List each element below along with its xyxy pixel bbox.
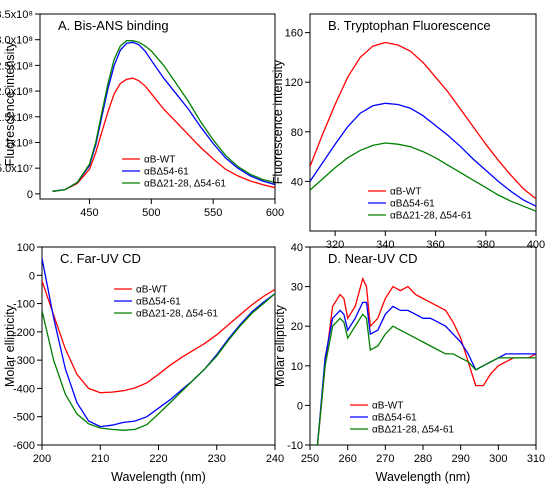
y-tick-label: -300	[13, 355, 35, 367]
y-tick-label: 3.0x10⁸	[0, 35, 33, 47]
x-tick-label: 320	[326, 239, 344, 251]
y-tick-label: -600	[13, 440, 35, 452]
panel-title: A. Bis-ANS binding	[58, 18, 169, 33]
legend-label: αB-WT	[390, 187, 421, 198]
x-tick-label: 400	[527, 239, 545, 251]
x-tick-label: 450	[80, 207, 98, 219]
y-tick-label: 2.0x10⁸	[0, 86, 33, 98]
legend-label: αBΔ21-28, Δ54-61	[372, 425, 454, 436]
y-tick-label: -100	[13, 299, 35, 311]
legend-label: αBΔ21-28, Δ54-61	[136, 309, 218, 320]
legend-label: αB-WT	[144, 155, 175, 166]
y-axis-label: Fluorescence intensity	[271, 59, 285, 184]
y-tick-label: 30	[291, 282, 303, 294]
panel-a: 450 500 550 600 0 5.0x10⁷ 1x10⁸ 1.5x10⁸ 2.0x10⁸ 2…	[0, 9, 284, 219]
plot-frame	[41, 246, 276, 446]
x-tick-label: 270	[376, 453, 394, 465]
y-tick-label: 1x10⁸	[5, 137, 34, 149]
panel-title: D. Near-UV CD	[328, 251, 418, 266]
legend-label: αBΔ54-61	[372, 413, 417, 424]
x-tick-label: 290	[451, 453, 469, 465]
x-tick-label: 260	[338, 453, 356, 465]
plot-frame	[309, 13, 537, 232]
x-tick-label: 240	[266, 453, 284, 465]
x-axis-label: Wavelength (nm)	[376, 470, 471, 484]
x-tick-label: 280	[414, 453, 432, 465]
legend-label: αB-WT	[136, 285, 167, 296]
legend-label: αBΔ54-61	[144, 167, 189, 178]
legend-label: αBΔ54-61	[390, 199, 435, 210]
y-tick-label: -400	[13, 383, 35, 395]
y-axis-label: Molar ellipticity	[3, 304, 17, 387]
plot-frame	[39, 13, 276, 200]
x-tick-label: 230	[208, 453, 226, 465]
x-tick-label: 380	[477, 239, 495, 251]
plot-frame	[309, 246, 537, 446]
legend-label: αBΔ21-28, Δ54-61	[390, 211, 472, 222]
series-line-3	[310, 313, 536, 445]
series-line-1	[42, 280, 275, 394]
y-tick-label: 120	[285, 77, 303, 89]
y-tick-label: 1.5x10⁸	[0, 112, 33, 124]
y-tick-label: 0	[297, 400, 303, 412]
legend-label: αB-WT	[372, 401, 403, 412]
y-tick-label: 80	[291, 127, 303, 139]
x-tick-label: 200	[33, 453, 51, 465]
legend-label: αBΔ21-28, Δ54-61	[144, 179, 226, 190]
y-tick-label: -10	[287, 440, 303, 452]
legend-label: αBΔ54-61	[136, 297, 181, 308]
y-tick-label: 40	[291, 242, 303, 254]
panel-b: 320 340 360 380 400 40 80 120 160 B. Tryptophan F…	[271, 13, 545, 251]
x-axis-label: Wavelength (nm)	[111, 470, 206, 484]
series-line-1	[52, 77, 275, 192]
x-tick-label: 220	[149, 453, 167, 465]
y-tick-label: -200	[13, 327, 35, 339]
x-tick-label: 310	[527, 453, 545, 465]
panel-c: 200 210 220 230 240 -600 -500 -400 -300 -200 -100 0…	[3, 242, 284, 484]
y-tick-label: 40	[291, 176, 303, 188]
y-tick-label: 160	[285, 28, 303, 40]
series-line-1	[310, 276, 536, 445]
y-tick-label: -500	[13, 412, 35, 424]
series-line-3	[52, 40, 275, 192]
x-tick-label: 550	[204, 207, 222, 219]
series-line-1	[310, 41, 536, 200]
x-tick-label: 250	[301, 453, 319, 465]
panel-title: B. Tryptophan Fluorescence	[328, 18, 491, 33]
x-tick-label: 210	[91, 453, 109, 465]
y-tick-label: 20	[291, 321, 303, 333]
panel-title: C. Far-UV CD	[60, 251, 141, 266]
series-line-2	[42, 258, 275, 428]
series-line-3	[42, 293, 275, 431]
y-tick-label: 2.5x10⁸	[0, 60, 33, 72]
series-line-2	[310, 102, 536, 207]
y-tick-label: 0	[29, 270, 35, 282]
x-tick-label: 300	[489, 453, 507, 465]
y-tick-label: 5.0x10⁷	[0, 163, 33, 175]
x-tick-label: 340	[376, 239, 394, 251]
series-line-3	[310, 142, 536, 212]
y-tick-label: 100	[17, 242, 35, 254]
y-tick-label: 0	[27, 189, 33, 201]
x-tick-label: 600	[266, 207, 284, 219]
y-axis-label: Molar ellipticity	[273, 304, 287, 387]
y-tick-label: 10	[291, 361, 303, 373]
x-tick-label: 500	[142, 207, 160, 219]
y-tick-label: 3.5x10⁸	[0, 9, 33, 21]
panel-d: 250 260 270 280 290 300 310 -10 0 10 20 30 40 D. Near…	[273, 242, 545, 484]
x-tick-label: 360	[426, 239, 444, 251]
y-axis-label: Fluorescence intensity	[3, 41, 17, 166]
